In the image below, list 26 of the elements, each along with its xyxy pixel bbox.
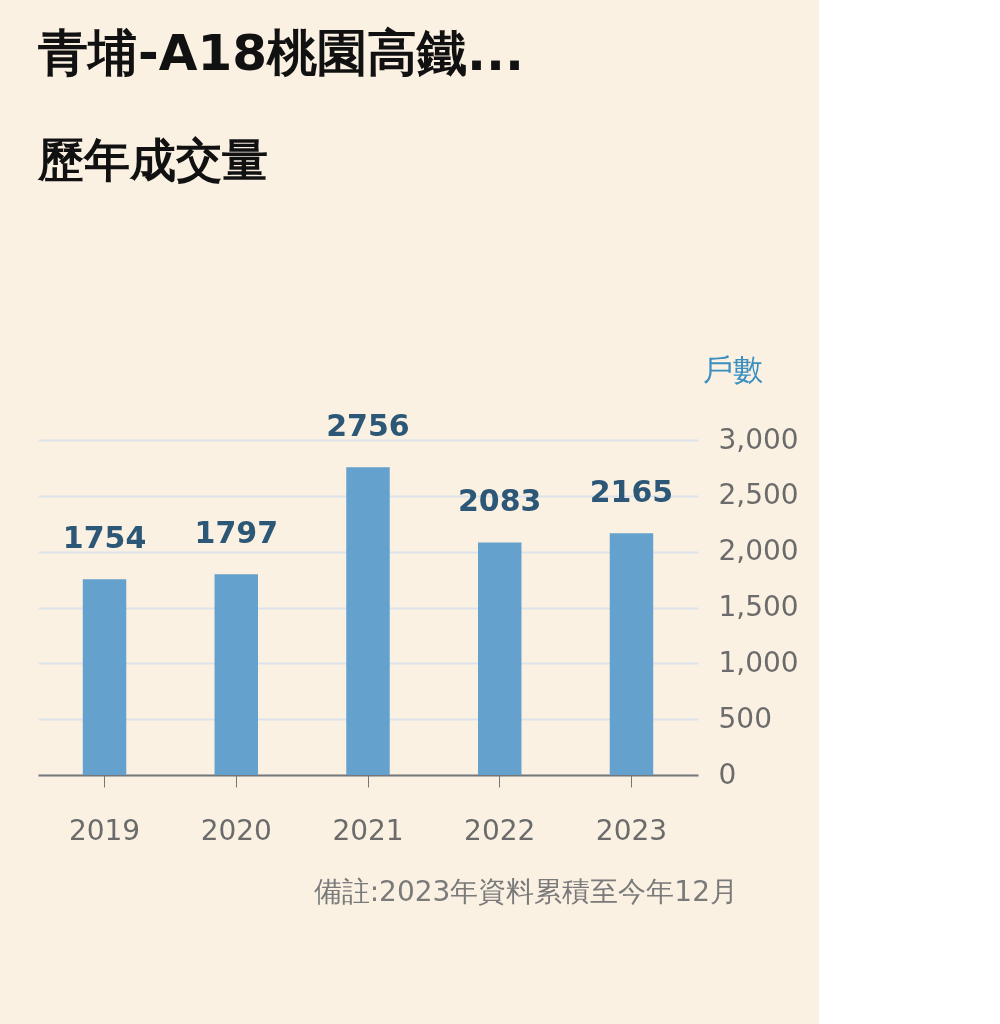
- bar: [214, 574, 258, 775]
- x-tick-label: 2021: [332, 813, 404, 847]
- bar: [478, 542, 522, 775]
- y-axis-title: 戶數: [702, 351, 763, 387]
- bar: [609, 533, 654, 775]
- bar: [346, 467, 390, 775]
- bar: [82, 579, 127, 775]
- x-tick-label: 2020: [200, 813, 272, 847]
- y-tick-label: 2,500: [718, 478, 799, 512]
- y-tick-label: 0: [718, 757, 737, 791]
- y-tick-label: 3,000: [718, 422, 799, 456]
- chart-subtitle: 歷年成交量: [37, 133, 268, 187]
- y-tick-label: 500: [718, 701, 772, 735]
- data-label: 2756: [326, 408, 410, 444]
- x-tick-label: 2019: [68, 813, 141, 847]
- chart-title: 青埔-A18桃園高鐵...: [37, 24, 525, 82]
- data-label: 2165: [589, 474, 674, 510]
- y-tick-label: 1,500: [718, 590, 799, 623]
- text: 備註:2023年資料累積至今年12月: [313, 875, 738, 908]
- data-label: 1754: [62, 520, 147, 556]
- y-tick-label: 1,000: [718, 645, 799, 679]
- data-label: 2083: [457, 483, 542, 519]
- y-tick-label: 2,000: [718, 534, 799, 568]
- x-tick-label: 2022: [464, 813, 536, 847]
- x-tick-label: 2023: [595, 813, 668, 847]
- data-label: 1797: [194, 515, 279, 551]
